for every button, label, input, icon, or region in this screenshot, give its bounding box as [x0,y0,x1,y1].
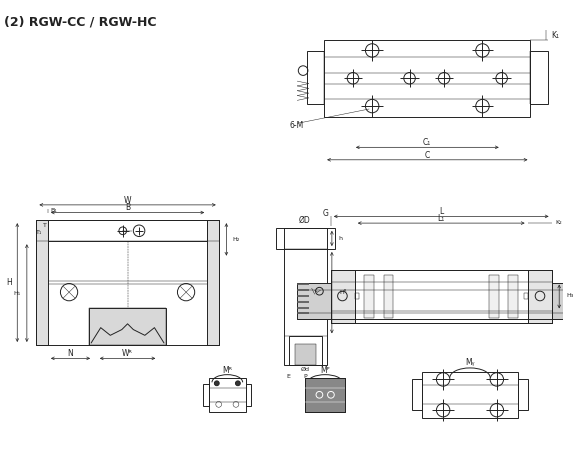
Text: L: L [439,207,443,216]
Bar [531,51,548,104]
Bar [36,220,219,345]
Bar [276,228,335,249]
Bar [518,379,528,410]
Text: Ød: Ød [301,368,309,373]
Circle shape [235,381,240,386]
Text: ØD: ØD [299,216,311,225]
Bar [413,379,422,410]
Text: N: N [67,349,73,358]
Bar [524,293,528,299]
Bar [305,378,345,412]
Text: T: T [43,222,47,227]
Bar [207,220,219,345]
Bar [203,384,209,406]
Bar [305,378,345,412]
Bar [422,372,518,418]
Bar [289,336,322,365]
Text: Mᵧ: Mᵧ [465,358,475,367]
Text: h: h [339,236,343,241]
Text: W: W [124,196,131,205]
Bar [89,308,166,345]
Text: B₁: B₁ [50,208,56,213]
Bar [508,275,518,318]
Bar [324,40,531,117]
Text: H₁: H₁ [14,290,21,295]
Text: H: H [6,278,12,287]
Bar [331,270,552,323]
Text: (2) RGW-CC / RGW-HC: (2) RGW-CC / RGW-HC [4,15,156,28]
Bar [307,51,324,104]
Bar [89,308,166,345]
Text: Mᴿ: Mᴿ [222,366,232,375]
Bar [528,270,552,323]
Bar [209,378,245,412]
Bar [528,270,552,323]
Text: H₂: H₂ [232,237,239,242]
Bar [331,270,355,323]
Bar [48,220,207,241]
Text: Hᴿ: Hᴿ [339,290,347,295]
Text: Mᴾ: Mᴾ [321,366,330,375]
Text: C: C [424,151,430,160]
Bar [331,270,552,323]
Bar [284,228,327,365]
Circle shape [214,381,219,386]
Text: B: B [125,203,130,212]
Text: L₁: L₁ [437,214,445,223]
Text: 6-M: 6-M [289,121,304,130]
Bar [489,275,499,318]
Bar [36,220,48,345]
Text: C₁: C₁ [423,138,431,147]
Text: E: E [287,374,291,379]
Text: Wᴿ: Wᴿ [122,349,133,358]
Text: K₂: K₂ [555,220,562,225]
Text: T₁: T₁ [36,230,42,235]
Bar [298,283,585,319]
Text: P: P [303,374,307,379]
Text: G: G [322,209,328,218]
Bar [331,270,355,323]
Bar [355,293,359,299]
Bar [365,275,374,318]
Text: K₁: K₁ [552,31,559,40]
Bar [245,384,251,406]
Text: H₃: H₃ [566,294,573,299]
Bar [295,344,316,365]
Bar [384,275,393,318]
